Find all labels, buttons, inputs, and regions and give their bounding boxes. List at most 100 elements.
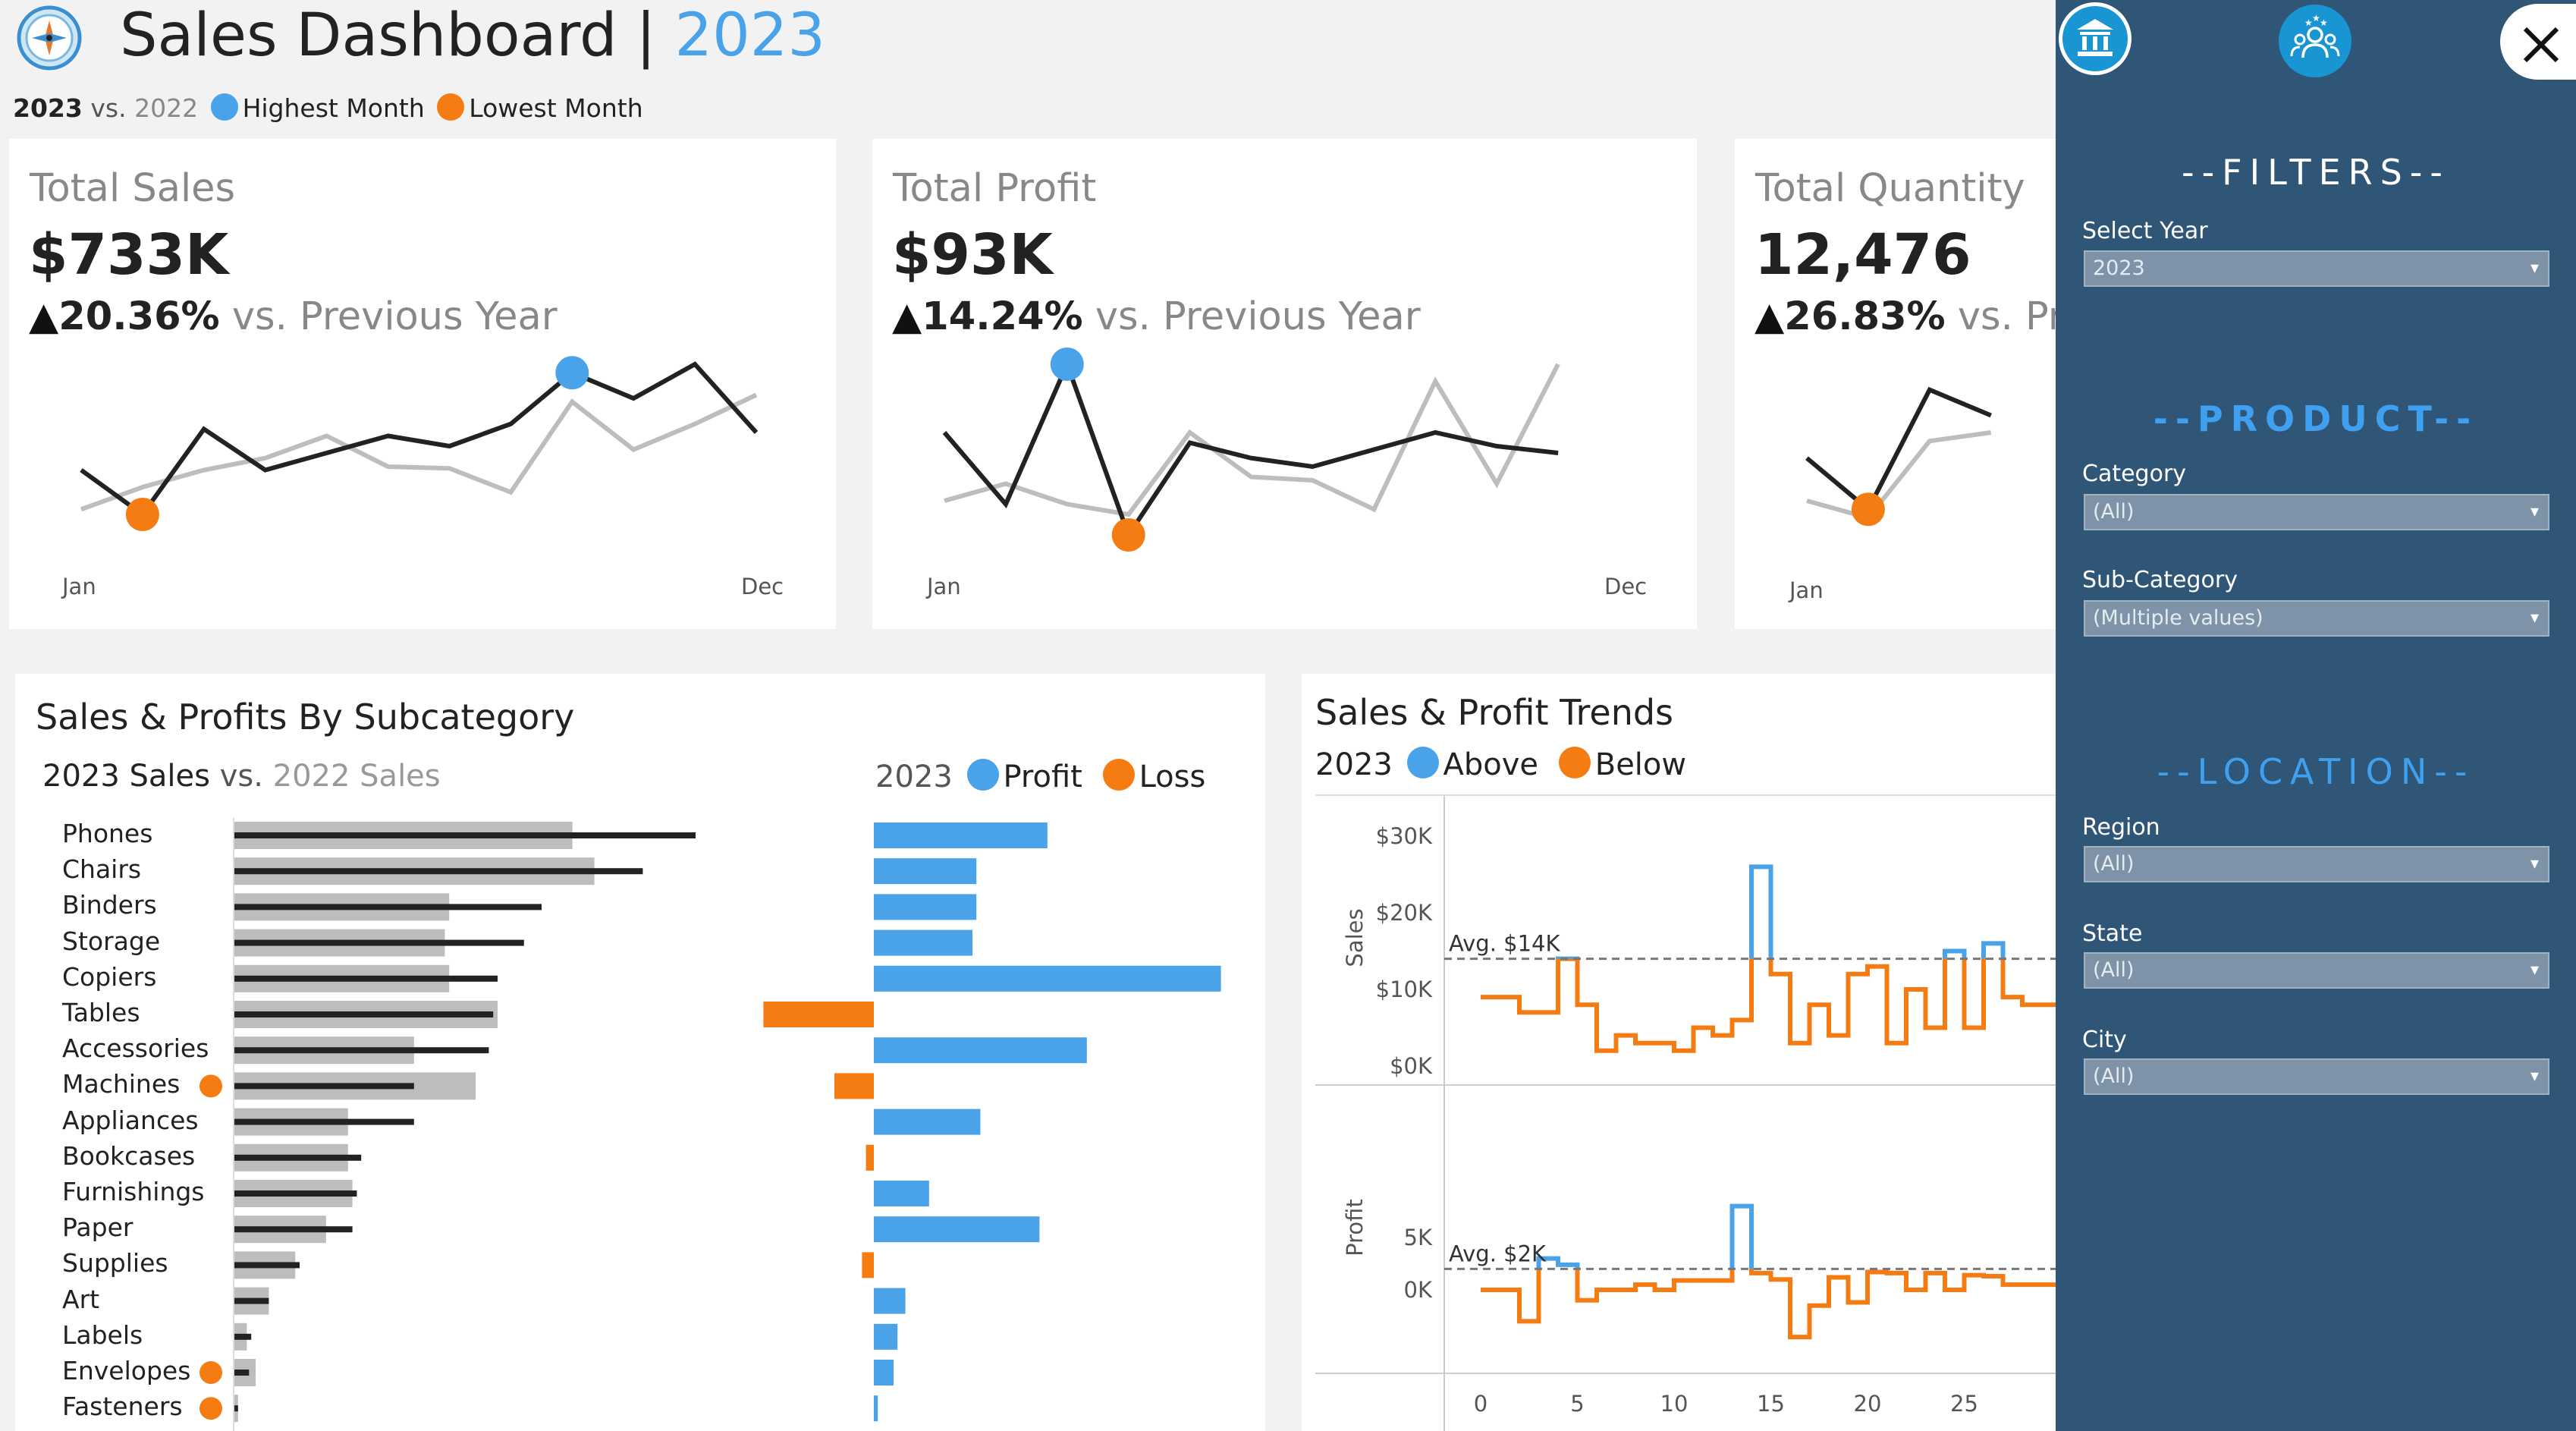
- city-dropdown[interactable]: (All) ▾: [2084, 1058, 2549, 1095]
- subcategory-label: Binders: [62, 890, 157, 920]
- sales-bar-2023: [234, 1118, 414, 1125]
- profit-bar: [874, 1109, 981, 1135]
- kpi-card-sales[interactable]: Total Sales $733K ▲20.36% vs. Previous Y…: [9, 139, 836, 629]
- filter-panel: ★ ★ ★ --FILTERS-- Select Year 2023 ▾ --P…: [2056, 0, 2576, 1431]
- profit-trend-line: [1481, 1203, 2056, 1340]
- sales-bar-2023: [234, 904, 542, 910]
- lowest-subcategory-marker: [199, 1397, 222, 1420]
- subcategory-label: Chairs: [62, 854, 142, 885]
- legend-lowest-label: Lowest Month: [469, 93, 643, 123]
- close-panel-button[interactable]: [2500, 4, 2576, 80]
- subcategory-dropdown[interactable]: (Multiple values) ▾: [2084, 600, 2549, 637]
- subcategory-profit-legend: 2023 Profit Loss: [875, 759, 1205, 794]
- profit-bar: [874, 1360, 894, 1385]
- legend-loss-label: Loss: [1139, 760, 1206, 794]
- lowest-month-marker: [1851, 492, 1885, 527]
- subcategory-label: Appliances: [62, 1105, 199, 1135]
- sparkline-current-year: [942, 357, 1559, 540]
- category-dropdown[interactable]: (All) ▾: [2084, 494, 2549, 530]
- subcategory-value: (Multiple values): [2093, 606, 2263, 630]
- region-label: Region: [2082, 814, 2160, 841]
- sparkline-current-year: [1805, 386, 1992, 513]
- subcategory-label: Paper: [62, 1212, 134, 1243]
- profit-dot: [966, 759, 999, 791]
- lowest-subcategory-marker: [199, 1361, 222, 1384]
- highest-month-dot: [210, 93, 238, 121]
- profit-bar: [874, 1037, 1087, 1064]
- subcategory-label: Envelopes: [62, 1356, 191, 1385]
- category-value: (All): [2093, 500, 2135, 524]
- sales-bar-2023: [234, 832, 696, 838]
- subcategory-chart-card: Sales & Profits By Subcategory 2023 Sale…: [15, 674, 1265, 1431]
- trends-plot: $30K $20K $10K $0K 5K 0K 0 5 10 15 20 25 3 Sales Profi…: [1315, 794, 2056, 1431]
- lowest-month-marker: [1111, 518, 1145, 552]
- kpi-axis-start: Jan: [1789, 577, 1824, 603]
- sales-bar-2023: [234, 1154, 362, 1161]
- triangle-up-icon: ▲: [29, 294, 59, 339]
- profit-bar: [874, 858, 977, 885]
- sales-trend-line: [1481, 864, 2056, 1053]
- filter-tab-team-button[interactable]: ★ ★ ★: [2279, 5, 2351, 77]
- profit-bar: [874, 965, 1221, 992]
- legend-sales-previous: 2022 Sales: [272, 759, 441, 794]
- highest-month-marker: [555, 356, 589, 390]
- page-title: Sales Dashboard | 2023: [120, 2, 825, 70]
- trends-chart-title: Sales & Profit Trends: [1315, 692, 1674, 733]
- loss-bar: [834, 1073, 874, 1099]
- select-year-value: 2023: [2093, 256, 2145, 280]
- kpi-change-suffix: vs. Previous Year: [1095, 294, 1421, 339]
- profit-bar: [874, 1288, 906, 1314]
- sales-tick-label: $0K: [1390, 1053, 1433, 1079]
- profit-bar: [874, 894, 977, 920]
- kpi-change-suffix: vs. Previous Year: [231, 294, 558, 339]
- kpi-sparkline-quantity: [1805, 386, 1992, 527]
- profit-bar: [874, 1216, 1040, 1243]
- sales-bar-2023: [234, 1405, 238, 1412]
- chevron-down-icon: ▾: [2530, 259, 2539, 278]
- lowest-month-marker: [125, 498, 159, 531]
- x-tick-label: 0: [1474, 1391, 1487, 1417]
- subcategory-chart-title: Sales & Profits By Subcategory: [36, 697, 575, 738]
- region-dropdown[interactable]: (All) ▾: [2084, 846, 2549, 882]
- subcategory-label: Furnishings: [62, 1177, 205, 1206]
- triangle-up-icon: ▲: [1755, 294, 1785, 339]
- profit-bar: [874, 1323, 898, 1350]
- select-year-dropdown[interactable]: 2023 ▾: [2084, 250, 2549, 287]
- state-value: (All): [2093, 958, 2135, 982]
- page-title-text: Sales Dashboard |: [120, 2, 656, 70]
- kpi-change: ▲20.36% vs. Previous Year: [29, 294, 558, 339]
- kpi-change: ▲26.83% vs. Previous Year: [1755, 294, 2056, 339]
- kpi-card-quantity[interactable]: Total Quantity 12,476 ▲26.83% vs. Previo…: [1735, 139, 2056, 629]
- kpi-axis-start: Jan: [62, 574, 96, 599]
- chevron-down-icon: ▾: [2530, 609, 2539, 627]
- subcategory-label: Sub-Category: [2082, 567, 2238, 593]
- legend-sales-current: 2023 Sales: [42, 759, 210, 794]
- kpi-change: ▲14.24% vs. Previous Year: [892, 294, 1421, 339]
- sparkline-previous-year: [80, 392, 758, 512]
- profit-bar: [874, 929, 972, 956]
- kpi-value: 12,476: [1755, 222, 1971, 288]
- chevron-down-icon: ▾: [2530, 854, 2539, 873]
- state-dropdown[interactable]: (All) ▾: [2084, 952, 2549, 989]
- subcategory-label: Tables: [62, 998, 140, 1027]
- legend-bar: 2023 vs. 2022 Highest Month Lowest Month: [13, 93, 643, 123]
- legend-previous-year: 2022: [134, 93, 199, 123]
- x-tick-label: 5: [1570, 1391, 1584, 1417]
- kpi-card-profit[interactable]: Total Profit $93K ▲14.24% vs. Previous Y…: [872, 139, 1697, 629]
- loss-bar: [763, 1002, 874, 1027]
- sales-tick-label: $20K: [1376, 900, 1433, 926]
- product-heading: --PRODUCT--: [2153, 398, 2479, 439]
- x-tick-label: 3: [2054, 1391, 2056, 1417]
- filters-heading: --FILTERS--: [2181, 152, 2451, 193]
- kpi-change-value: 14.24%: [922, 294, 1083, 339]
- category-label: Category: [2082, 461, 2187, 487]
- subcategory-bars: [199, 818, 1221, 1431]
- svg-text:★: ★: [2304, 17, 2313, 28]
- filter-tab-bank-button[interactable]: [2059, 2, 2131, 75]
- subcategory-label: Accessories: [62, 1033, 209, 1064]
- profit-bar: [874, 1395, 878, 1422]
- legend-highest-label: Highest Month: [242, 93, 425, 123]
- sales-bar-2023: [234, 1083, 414, 1090]
- legend-current-year: 2023: [13, 93, 83, 123]
- state-label: State: [2082, 920, 2143, 947]
